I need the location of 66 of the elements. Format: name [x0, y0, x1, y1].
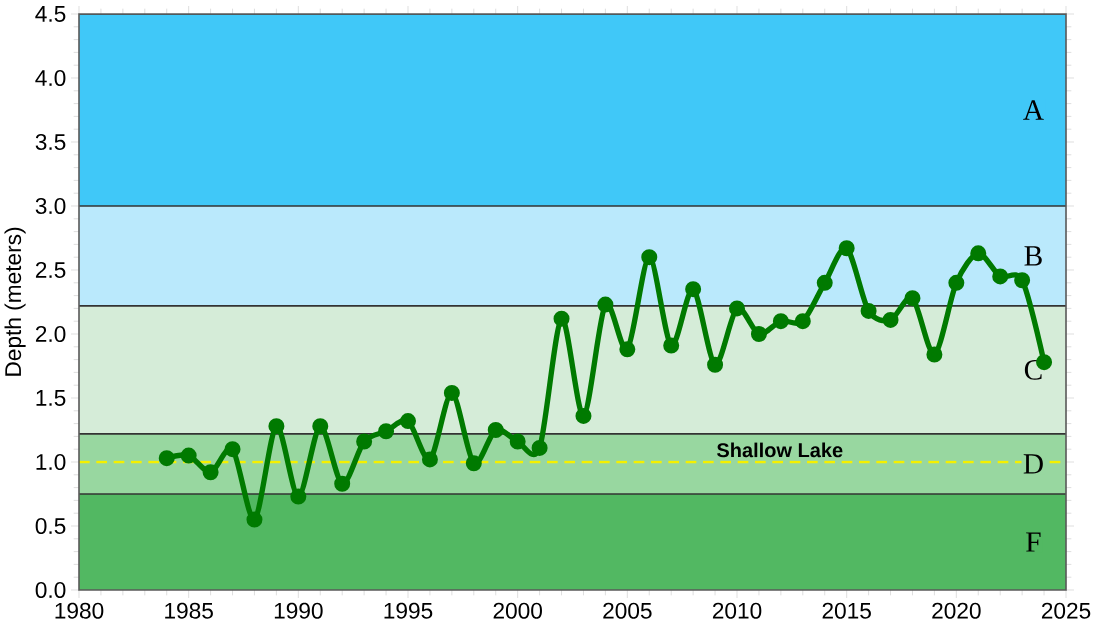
point	[619, 341, 636, 358]
band-label: F	[1026, 532, 1041, 552]
point	[860, 302, 877, 319]
x-tick-label: 2020	[932, 602, 981, 619]
point	[531, 439, 548, 456]
point	[904, 290, 921, 307]
point	[685, 281, 702, 298]
x-tick-label: 2025	[1041, 602, 1091, 619]
x-tick-label: 1980	[55, 602, 104, 619]
point	[290, 488, 307, 505]
y-tick-label: 3.0	[35, 197, 66, 215]
point	[597, 296, 614, 313]
point	[707, 356, 724, 373]
x-tick-label: 1995	[384, 602, 433, 619]
point	[334, 475, 351, 492]
point	[509, 433, 526, 450]
point	[926, 346, 943, 363]
point	[948, 274, 965, 291]
x-tick-label: 2005	[603, 602, 652, 619]
x-tick-label: 2000	[493, 602, 542, 619]
band-label: D	[1023, 454, 1043, 474]
y-tick-label: 0.0	[35, 581, 66, 599]
y-tick-label: 1.5	[36, 390, 66, 406]
x-tick-label: 2015	[822, 602, 871, 619]
point	[312, 418, 329, 435]
y-tick-label: 3.5	[35, 133, 66, 151]
point	[487, 422, 504, 438]
point	[180, 447, 197, 464]
x-tick-label: 2010	[712, 602, 762, 619]
point	[970, 245, 987, 262]
point	[575, 407, 592, 424]
y-tick-label: 4.0	[35, 69, 66, 87]
y-tick-label: 1.0	[36, 453, 66, 471]
point	[750, 325, 767, 342]
y-tick-label: 2.5	[35, 261, 66, 279]
point	[443, 384, 460, 401]
point	[400, 413, 417, 430]
point	[663, 337, 680, 354]
point	[816, 274, 833, 291]
band-label: B	[1024, 246, 1042, 266]
y-tick-label: 2.0	[35, 325, 66, 343]
point	[202, 464, 219, 481]
point	[465, 455, 482, 472]
point	[641, 249, 658, 266]
point	[378, 423, 395, 440]
x-tick-label: 1985	[165, 602, 213, 619]
point	[838, 240, 855, 257]
point	[553, 310, 570, 327]
y-axis-title: Depth (meters)	[4, 227, 26, 376]
point	[356, 433, 373, 450]
point	[158, 450, 175, 467]
point	[794, 313, 811, 330]
point	[421, 451, 438, 468]
y-tick-label: 0.5	[35, 517, 66, 535]
point	[224, 441, 241, 458]
ref-line-label: Shallow Lake	[717, 442, 843, 458]
y-tick-label: 4.5	[35, 6, 66, 22]
point	[1014, 272, 1031, 289]
point	[772, 313, 789, 330]
x-tick-label: 1990	[274, 602, 323, 619]
point	[268, 418, 285, 435]
band-label: A	[1023, 100, 1044, 120]
point	[992, 268, 1009, 285]
point	[246, 511, 263, 528]
point	[729, 300, 746, 317]
point	[882, 311, 899, 328]
